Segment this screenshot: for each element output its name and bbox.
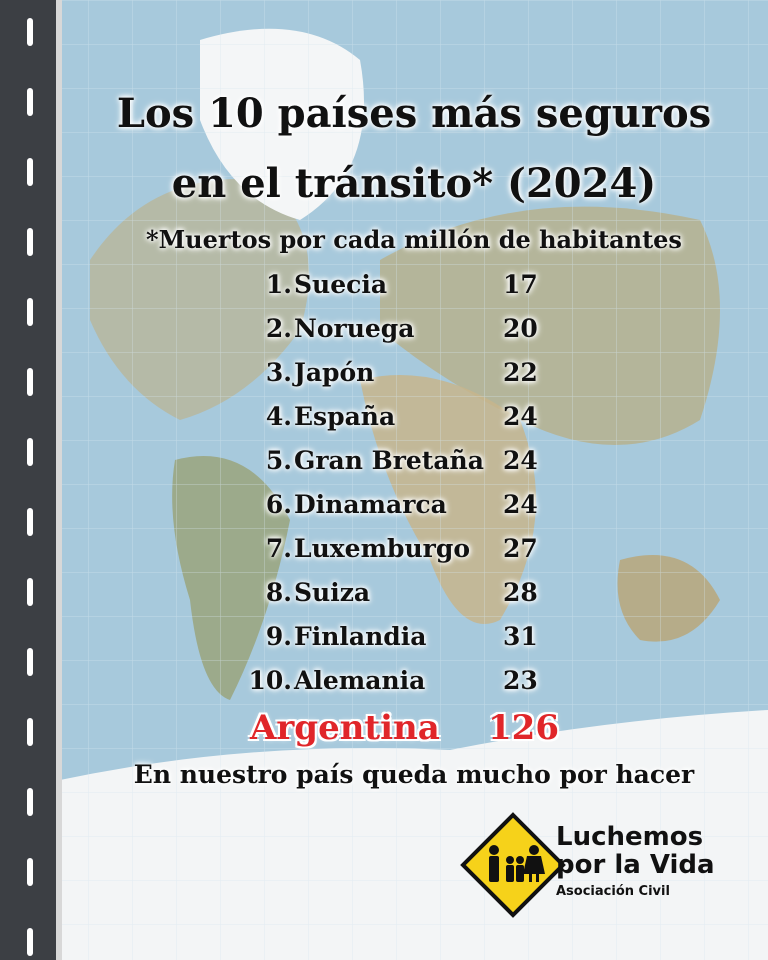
title-line: en el tránsito* (2024)	[171, 160, 657, 207]
value: 24	[503, 402, 538, 431]
footer: En nuestro país queda mucho por hacer	[133, 760, 695, 789]
country: Suiza	[294, 578, 371, 607]
value: 20	[503, 314, 538, 343]
rank: 9.	[265, 622, 292, 651]
country: España	[294, 402, 396, 431]
country: Luxemburgo	[294, 534, 471, 563]
logo-line: Asociación Civil	[556, 884, 670, 899]
rank: 8.	[265, 578, 292, 607]
value: 24	[503, 446, 538, 475]
rank: 5.	[265, 446, 292, 475]
logo-icon	[460, 812, 566, 918]
country: Japón	[294, 358, 375, 387]
highlight-value: 126	[488, 708, 559, 748]
value: 24	[503, 490, 538, 519]
rank: 4.	[265, 402, 292, 431]
value: 31	[503, 622, 538, 651]
country: Noruega	[294, 314, 415, 343]
subtitle: *Muertos por cada millón de habitantes	[146, 225, 682, 254]
value: 27	[503, 534, 538, 563]
country: Finlandia	[294, 622, 427, 651]
country: Dinamarca	[294, 490, 447, 519]
value: 17	[503, 270, 538, 299]
rank: 7.	[265, 534, 292, 563]
title-line: Los 10 países más seguros	[116, 90, 712, 137]
rank: 3.	[265, 358, 292, 387]
logo-line: Luchemos	[556, 822, 704, 852]
rank: 6.	[265, 490, 292, 519]
value: 28	[503, 578, 538, 607]
rank: 2.	[265, 314, 292, 343]
value: 22	[503, 358, 538, 387]
highlight-country: Argentina	[250, 708, 440, 748]
logo-line: por la Vida	[556, 850, 715, 880]
rank: 1.	[265, 270, 292, 299]
country: Alemania	[294, 666, 426, 695]
country: Gran Bretaña	[294, 446, 484, 475]
country: Suecia	[294, 270, 388, 299]
value: 23	[503, 666, 538, 695]
rank: 10.	[248, 666, 293, 695]
